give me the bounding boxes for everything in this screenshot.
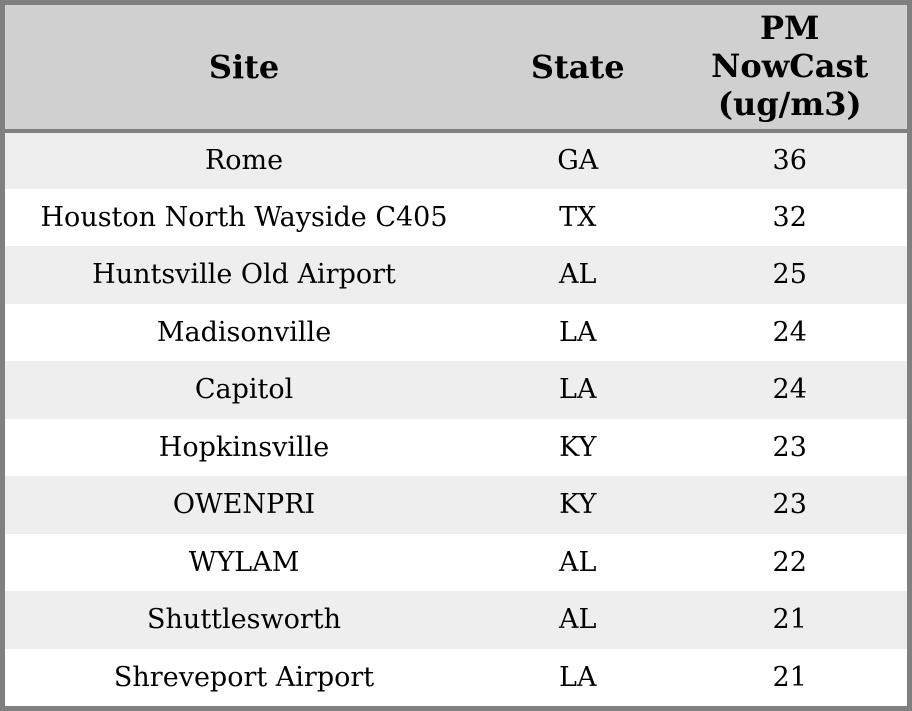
table-row: WYLAM AL 22 [5, 533, 907, 591]
table-row: Capitol LA 24 [5, 361, 907, 419]
cell-state: LA [559, 661, 597, 693]
table-body: Rome GA 36 Houston North Wayside C405 TX… [5, 131, 907, 706]
cell-pm-nowcast: 32 [772, 201, 807, 233]
column-header-pm-nowcast-label: PM NowCast (ug/m3) [711, 9, 869, 123]
table-row: Rome GA 36 [5, 131, 907, 189]
cell-site: Shreveport Airport [113, 661, 375, 693]
table-row: Madisonville LA 24 [5, 303, 907, 361]
table-row: Houston North Wayside C405 TX 32 [5, 188, 907, 246]
cell-site: WYLAM [188, 546, 300, 578]
cell-state: AL [559, 546, 597, 578]
cell-site: Capitol [194, 374, 294, 406]
cell-pm-nowcast: 25 [772, 259, 807, 291]
cell-pm-nowcast: 23 [772, 431, 807, 463]
cell-state: GA [557, 145, 599, 177]
column-header-site: Site [5, 5, 484, 133]
cell-site: Huntsville Old Airport [92, 259, 396, 291]
cell-site: Hopkinsville [158, 431, 330, 463]
table-row: Hopkinsville KY 23 [5, 418, 907, 476]
cell-site: Rome [204, 145, 284, 177]
cell-pm-nowcast: 23 [772, 489, 807, 521]
column-header-state: State [483, 5, 673, 133]
cell-pm-nowcast: 21 [772, 661, 807, 693]
cell-pm-nowcast: 24 [772, 374, 807, 406]
cell-state: TX [559, 201, 597, 233]
cell-site: Madisonville [156, 316, 332, 348]
header-row: Site State PM NowCast (ug/m3) [5, 5, 907, 133]
cell-state: KY [559, 431, 597, 463]
cell-pm-nowcast: 22 [772, 546, 807, 578]
column-header-site-label: Site [208, 47, 280, 86]
cell-state: LA [559, 374, 597, 406]
cell-site: OWENPRI [172, 489, 316, 521]
cell-pm-nowcast: 21 [772, 604, 807, 636]
cell-site: Houston North Wayside C405 [40, 201, 448, 233]
cell-state: KY [559, 489, 597, 521]
cell-state: AL [559, 259, 597, 291]
column-header-pm-nowcast: PM NowCast (ug/m3) [672, 5, 907, 133]
table-row: Shuttlesworth AL 21 [5, 591, 907, 649]
cell-site: Shuttlesworth [147, 604, 342, 636]
table-row: Shreveport Airport LA 21 [5, 648, 907, 706]
table-row: Huntsville Old Airport AL 25 [5, 246, 907, 304]
cell-pm-nowcast: 24 [772, 316, 807, 348]
cell-pm-nowcast: 36 [772, 145, 807, 177]
table-row: OWENPRI KY 23 [5, 476, 907, 534]
data-table: Site State PM NowCast (ug/m3) Rome GA 36… [5, 5, 907, 706]
cell-state: AL [559, 604, 597, 636]
table-header: Site State PM NowCast (ug/m3) [5, 5, 907, 133]
column-header-state-label: State [530, 47, 625, 86]
cell-state: LA [559, 316, 597, 348]
